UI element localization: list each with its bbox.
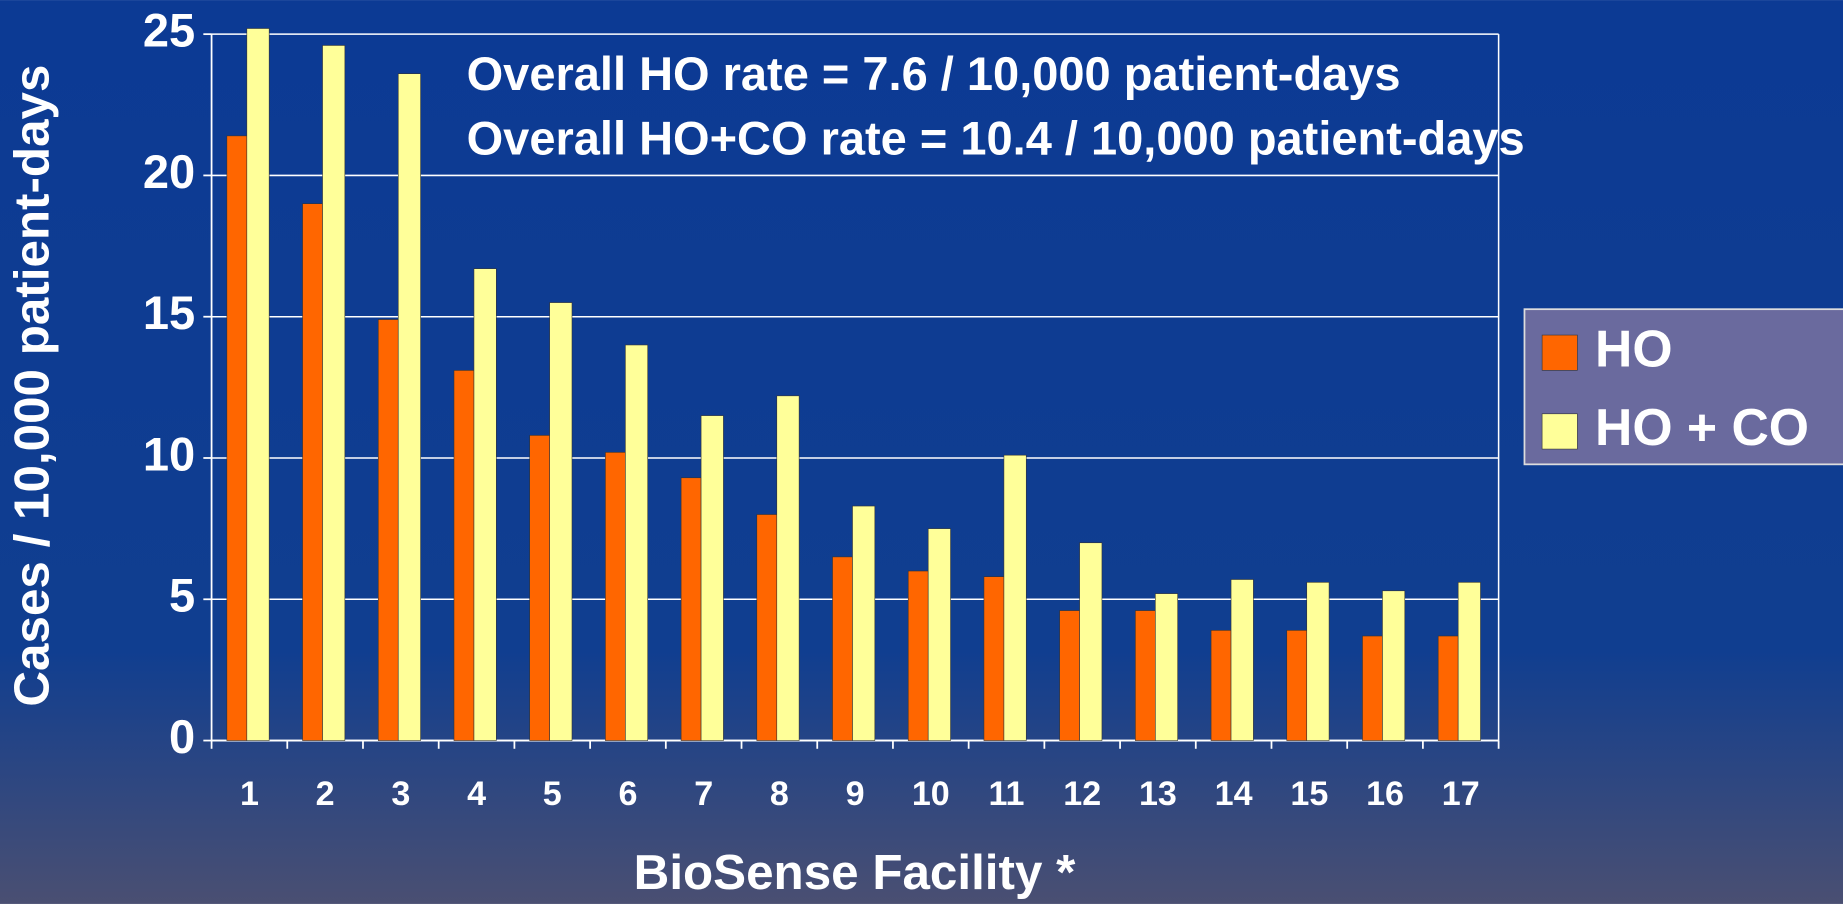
legend-label: HO + CO [1595,398,1809,456]
bar [832,556,853,741]
bar [605,452,626,741]
x-tick-label: 5 [543,775,562,813]
bar [1306,582,1330,741]
bar [700,415,724,741]
annotation: Overall HO+CO rate = 10.4 / 10,000 patie… [467,112,1525,165]
x-axis-label: BioSense Facility * [634,845,1076,900]
x-tick-label: 11 [988,775,1024,813]
x-tick-label: 12 [1063,775,1101,813]
bar [1230,579,1254,741]
bar [1135,610,1156,741]
x-tick-label: 4 [467,775,486,813]
x-tick-label: 9 [846,775,865,813]
bar [397,73,421,741]
bar [1362,635,1383,741]
bar [226,135,248,741]
y-tick-label: 10 [143,427,195,480]
bar [680,477,702,741]
bar [529,435,550,741]
x-tick-label: 15 [1290,775,1328,813]
bar [377,319,399,741]
bar [302,203,323,741]
y-tick-label: 20 [143,145,195,198]
bar [1382,590,1406,741]
annotation: Overall HO rate = 7.6 / 10,000 patient-d… [467,47,1401,100]
bar [983,576,1005,741]
bar [246,28,270,741]
x-tick-label: 7 [694,775,713,813]
x-tick-label: 14 [1215,775,1253,813]
bar [756,514,778,741]
x-tick-label: 6 [618,775,637,813]
bar [1210,630,1232,741]
x-tick-label: 10 [912,775,950,813]
y-tick-label: 15 [143,286,195,339]
bar [1437,635,1459,741]
bar [453,370,475,741]
x-tick-label: 8 [770,775,789,813]
y-tick-label: 25 [143,4,195,57]
x-tick-label: 13 [1139,775,1177,813]
x-tick-label: 17 [1442,775,1480,813]
bar [907,570,929,741]
x-tick-label: 3 [391,775,410,813]
bar [473,268,497,741]
x-tick-label: 2 [316,775,335,813]
legend-swatch [1541,334,1578,371]
bar [776,395,800,741]
bar [549,302,573,741]
bar [625,344,648,741]
bar [1003,454,1027,741]
legend-label: HO [1595,319,1673,377]
bar [927,528,951,741]
bar [1286,630,1308,741]
bar [852,505,876,741]
y-axis-label: Cases / 10,000 patient-days [4,65,59,707]
bar [1059,610,1080,741]
y-tick-label: 0 [169,710,195,763]
legend-swatch [1541,413,1578,450]
bar [322,45,346,741]
bar [1155,593,1178,741]
x-tick-label: 1 [240,775,259,813]
bar [1457,582,1481,741]
x-tick-label: 16 [1366,775,1404,813]
y-tick-label: 5 [169,569,195,622]
bar [1079,542,1103,741]
